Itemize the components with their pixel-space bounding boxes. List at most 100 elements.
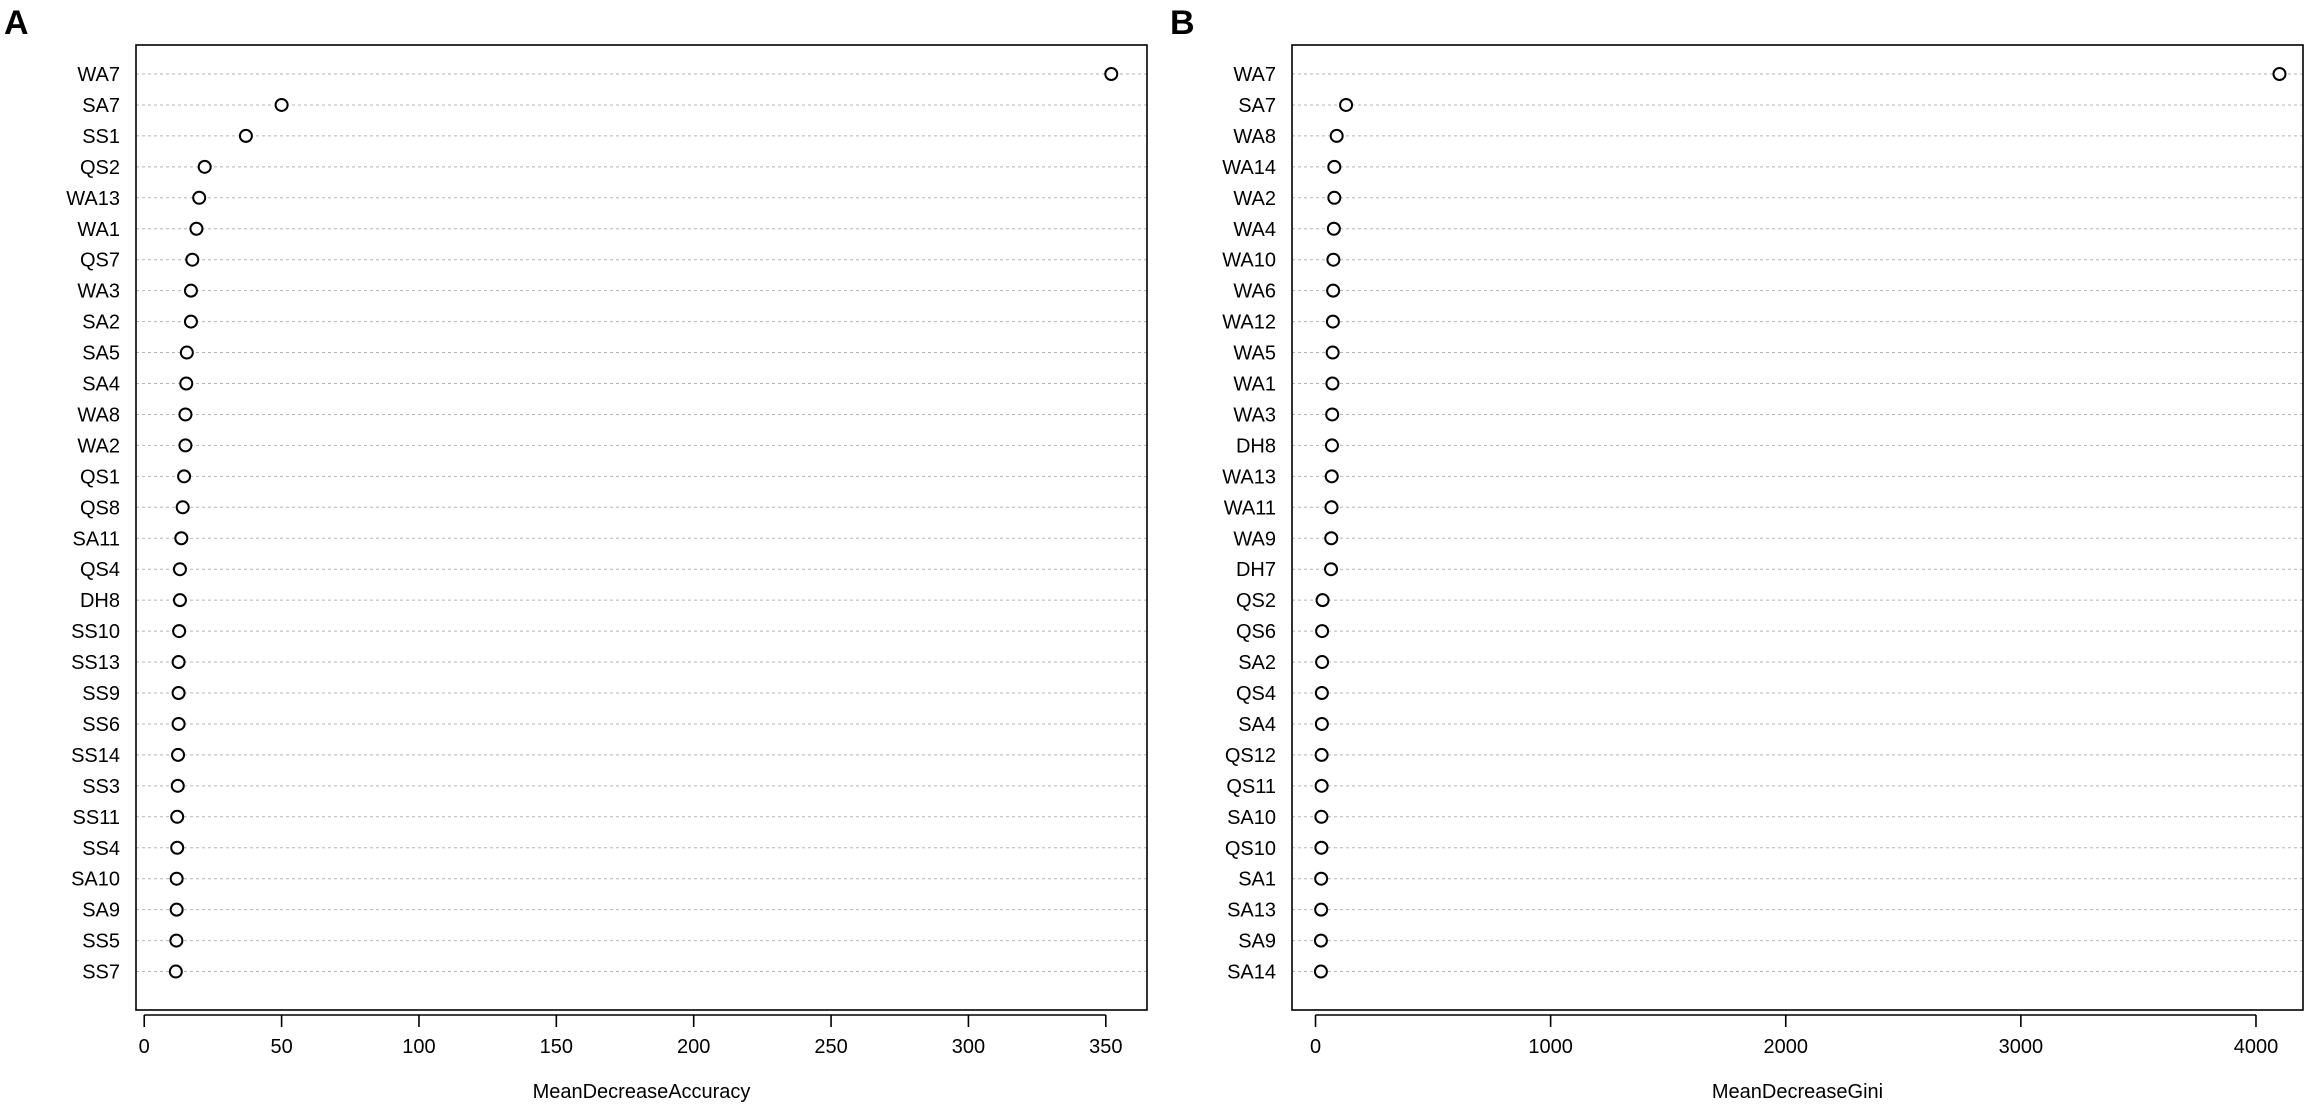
- category-label: SS7: [82, 962, 120, 984]
- panel-letter: A: [4, 4, 29, 42]
- data-point: [172, 593, 187, 608]
- category-label: WA3: [77, 281, 120, 303]
- category-label: SA13: [1227, 900, 1276, 922]
- category-label: SA11: [73, 528, 120, 550]
- category-label: WA7: [77, 64, 120, 86]
- category-label: WA7: [1233, 64, 1276, 86]
- data-point: [189, 221, 204, 236]
- data-point: [1326, 221, 1341, 236]
- x-tick-label: 2000: [1763, 1036, 1808, 1058]
- category-label: QS2: [1236, 590, 1276, 612]
- panel-a: A WA7 SA7 SS1 QS2 WA13 WA1 QS7 WA3 SA2 SA5 SA4 WA8 WA…: [4, 4, 1148, 1103]
- data-point: [171, 655, 186, 670]
- data-point: [1313, 964, 1328, 979]
- category-label: SA5: [82, 343, 120, 365]
- category-label: WA8: [77, 404, 120, 426]
- x-axis-title: MeanDecreaseGini: [1712, 1081, 1883, 1103]
- category-label: WA2: [1233, 188, 1276, 210]
- category-label: QS4: [80, 559, 120, 581]
- x-tick-label: 300: [952, 1036, 985, 1058]
- category-label: WA1: [1233, 374, 1276, 396]
- category-label: SS4: [82, 838, 120, 860]
- x-tick-label: 0: [1310, 1036, 1321, 1058]
- data-point: [2272, 67, 2287, 81]
- x-tick-label: 1000: [1528, 1036, 1573, 1058]
- plot-frame: [1291, 44, 2304, 1011]
- data-point: [1327, 190, 1342, 205]
- data-point: [178, 438, 193, 453]
- category-label: WA5: [1233, 343, 1276, 365]
- data-point: [1327, 159, 1342, 174]
- data-point: [1315, 624, 1330, 639]
- data-point: [169, 933, 184, 948]
- category-label: SA4: [1238, 714, 1276, 736]
- category-label: QS8: [80, 497, 120, 519]
- category-label: WA14: [1222, 157, 1276, 179]
- x-tick-label: 250: [814, 1036, 847, 1058]
- data-point: [1314, 871, 1329, 886]
- data-point: [170, 840, 185, 855]
- x-tick-label: 200: [677, 1036, 710, 1058]
- data-point: [1314, 778, 1329, 793]
- category-label: QS1: [80, 466, 120, 488]
- category-label: SA1: [1238, 869, 1276, 891]
- data-point: [172, 624, 187, 639]
- data-point: [192, 190, 207, 205]
- data-point: [1324, 438, 1339, 453]
- category-label: DH8: [80, 590, 120, 612]
- category-label: QS7: [80, 250, 120, 272]
- category-label: WA2: [77, 435, 120, 457]
- data-point: [183, 283, 198, 298]
- category-label: WA1: [77, 219, 120, 241]
- category-label: DH8: [1236, 435, 1276, 457]
- data-point: [1326, 252, 1341, 267]
- category-label: WA4: [1233, 219, 1276, 241]
- category-label: SS14: [71, 745, 120, 767]
- category-label: WA3: [1233, 404, 1276, 426]
- category-label: WA9: [1233, 528, 1276, 550]
- data-point: [1104, 67, 1119, 81]
- x-tick-label: 150: [540, 1036, 573, 1058]
- x-tick-label: 3000: [1999, 1036, 2044, 1058]
- category-label: WA10: [1222, 250, 1276, 272]
- data-point: [1314, 902, 1329, 917]
- data-point: [177, 469, 192, 484]
- data-point: [168, 964, 183, 979]
- x-tick-label: 100: [402, 1036, 435, 1058]
- category-label: SS9: [82, 683, 120, 705]
- category-label: SA10: [71, 869, 120, 891]
- category-label: QS6: [1236, 621, 1276, 643]
- data-point: [169, 902, 184, 917]
- category-label: SA14: [1227, 962, 1276, 984]
- data-point: [1325, 407, 1340, 422]
- panel-letter: B: [1170, 4, 1195, 42]
- data-point: [171, 686, 186, 700]
- category-label: WA13: [66, 188, 120, 210]
- data-point: [1324, 469, 1339, 484]
- data-point: [1339, 97, 1354, 112]
- data-point: [1314, 840, 1329, 855]
- data-point: [1325, 345, 1340, 360]
- data-point: [1314, 747, 1329, 762]
- data-point: [1314, 809, 1329, 824]
- category-label: WA13: [1222, 466, 1276, 488]
- category-label: SS11: [73, 807, 120, 829]
- x-axis-title: MeanDecreaseAccuracy: [533, 1081, 751, 1103]
- category-label: WA6: [1233, 281, 1276, 303]
- category-label: WA11: [1224, 497, 1276, 519]
- data-point: [179, 376, 194, 391]
- data-point: [197, 159, 212, 174]
- category-label: SA7: [1238, 95, 1276, 117]
- data-point: [1324, 500, 1339, 515]
- data-point: [171, 747, 186, 762]
- category-label: SA9: [1238, 931, 1276, 953]
- x-tick-label: 4000: [2234, 1036, 2279, 1058]
- data-point: [172, 562, 187, 577]
- data-point: [1315, 655, 1330, 670]
- data-point: [1329, 128, 1344, 143]
- data-point: [1324, 562, 1339, 577]
- data-point: [1326, 283, 1341, 298]
- data-point: [174, 531, 189, 546]
- category-label: SS10: [71, 621, 120, 643]
